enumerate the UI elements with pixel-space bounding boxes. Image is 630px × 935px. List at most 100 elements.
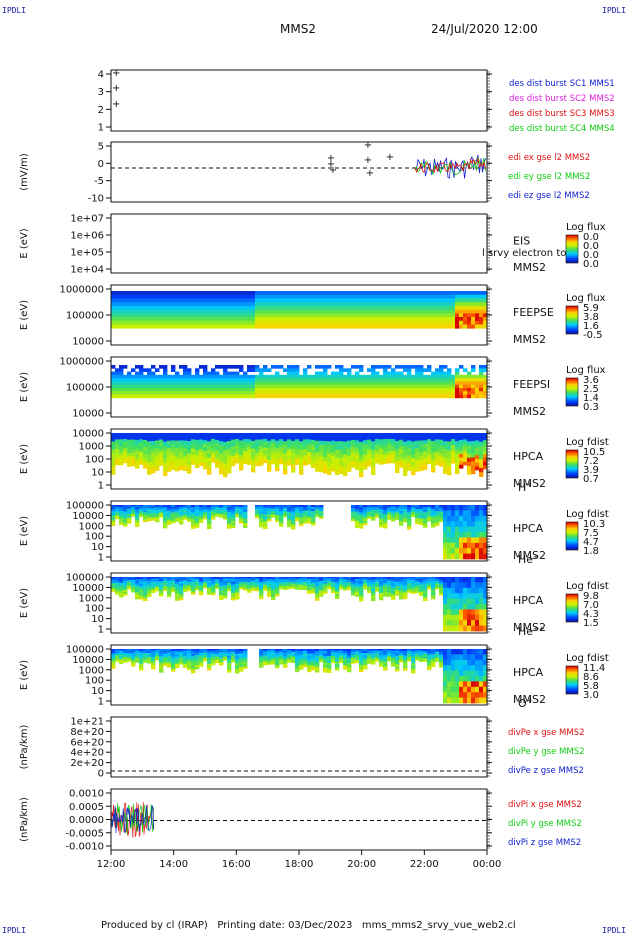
efield-marker: + — [364, 155, 372, 166]
y-tick-label: 1000 — [79, 521, 104, 532]
y-tick-label: 6e+20 — [70, 737, 104, 748]
y-tick-label: 100 — [85, 676, 104, 687]
overlay-label: l srvy electron to — [482, 248, 566, 259]
spectrogram-hpca-h — [111, 433, 487, 477]
y-tick-label: 1000 — [79, 593, 104, 604]
y-axis-label: (mV/m) — [19, 153, 30, 191]
y-tick-label: 1e+04 — [70, 265, 104, 276]
panel-frame — [111, 70, 487, 131]
instrument-label: FEEPSI — [513, 378, 550, 391]
colorbar — [566, 666, 578, 694]
colorbar — [566, 594, 578, 622]
y-tick-label: 100 — [85, 532, 104, 543]
y-tick-label: 10 — [91, 614, 104, 625]
y-axis-label: E (eV) — [19, 228, 30, 258]
y-axis-label: E (eV) — [19, 588, 30, 618]
legend-entry: edi ey gse l2 MMS2 — [508, 172, 590, 182]
panel-frame — [111, 142, 487, 202]
colorbar — [566, 450, 578, 478]
legend-entry: des dist burst SC3 MMS3 — [509, 109, 615, 119]
y-axis-label: E (eV) — [19, 300, 30, 330]
instrument-label: MMS2 — [513, 261, 546, 274]
x-tick-label: 12:00 — [97, 859, 126, 870]
y-tick-label: 1 — [98, 481, 104, 492]
efield-marker: + — [364, 140, 372, 151]
legend-entry: divPi x gse MMS2 — [508, 800, 582, 810]
x-tick-label: 18:00 — [285, 859, 314, 870]
y-tick-label: -5 — [94, 176, 104, 187]
y-tick-label: 10000 — [72, 429, 104, 440]
panel-frame — [111, 214, 487, 273]
x-tick-label: 14:00 — [159, 859, 188, 870]
spectrogram-feeps-ion — [111, 365, 487, 398]
instrument-label: MMS2 — [513, 405, 546, 418]
legend-entry: divPi z gse MMS2 — [508, 838, 581, 848]
y-tick-label: 2e+20 — [70, 758, 104, 769]
y-tick-label: -10 — [88, 194, 104, 205]
y-tick-label: 100000 — [66, 645, 104, 656]
y-tick-label: 10 — [91, 468, 104, 479]
y-tick-label: 1000 — [79, 665, 104, 676]
panel-frame — [111, 717, 487, 777]
y-tick-label: 10 — [91, 542, 104, 553]
y-tick-label: 5 — [98, 142, 104, 153]
y-axis-label: (nPa/km) — [19, 725, 30, 770]
legend-entry: des dist burst SC1 MMS1 — [509, 79, 615, 89]
y-tick-label: 10000 — [72, 337, 104, 348]
y-tick-label: -0.0010 — [65, 842, 104, 853]
y-tick-label: 0.0010 — [69, 789, 104, 800]
colorbar-value: 1.8 — [583, 546, 599, 557]
x-tick-label: 20:00 — [347, 859, 376, 870]
species-label: O+ — [518, 697, 533, 710]
efield-marker: + — [386, 152, 394, 163]
species-label: He++ — [518, 625, 545, 638]
colorbar — [566, 522, 578, 550]
separation-marker: + — [112, 99, 120, 110]
instrument-label: HPCA — [513, 594, 544, 607]
y-tick-label: 100000 — [66, 501, 104, 512]
y-tick-label: 1e+05 — [70, 248, 104, 259]
y-tick-label: 1 — [98, 123, 104, 134]
spectrogram-feeps-electron — [111, 291, 487, 329]
y-tick-label: 2 — [98, 105, 104, 116]
y-tick-label: 10 — [91, 686, 104, 697]
y-tick-label: 100000 — [66, 383, 104, 394]
instrument-label: HPCA — [513, 450, 544, 463]
species-label: He+ — [518, 553, 539, 566]
y-tick-label: 10000 — [72, 511, 104, 522]
instrument-label: MMS2 — [513, 333, 546, 346]
y-tick-label: 10000 — [72, 583, 104, 594]
instrument-label: HPCA — [513, 666, 544, 679]
colorbar-value: -0.5 — [583, 330, 603, 341]
y-tick-label: 1000 — [79, 442, 104, 453]
legend-entry: des dist burst SC2 MMS2 — [509, 94, 615, 104]
y-tick-label: 3 — [98, 87, 104, 98]
y-tick-label: -0.0005 — [65, 828, 104, 839]
y-axis-label: E (eV) — [19, 660, 30, 690]
y-tick-label: 100000 — [66, 573, 104, 584]
y-tick-label: 1e+21 — [70, 717, 104, 728]
colorbar-value: 0.0 — [583, 259, 599, 270]
x-tick-label: 22:00 — [410, 859, 439, 870]
y-tick-label: 1 — [98, 553, 104, 564]
instrument-label: EIS — [513, 235, 530, 248]
panel-electric-field: 50-5-10(mV/m)+++++++edi ex gse l2 MMS2ed… — [19, 140, 590, 205]
footer-text: Produced by cl (IRAP) Printing date: 03/… — [101, 920, 516, 931]
spectrogram-hpca-he — [111, 505, 487, 559]
efield-marker: + — [366, 168, 374, 179]
y-tick-label: 1000000 — [59, 357, 104, 368]
panel-div-pi: 0.00100.00050.0000-0.0005-0.0010(nPa/km)… — [19, 789, 582, 853]
y-tick-label: 1 — [98, 625, 104, 636]
y-tick-label: 1 — [98, 697, 104, 708]
y-tick-label: 0 — [98, 769, 104, 780]
separation-marker: + — [112, 68, 120, 79]
y-tick-label: 4e+20 — [70, 748, 104, 759]
